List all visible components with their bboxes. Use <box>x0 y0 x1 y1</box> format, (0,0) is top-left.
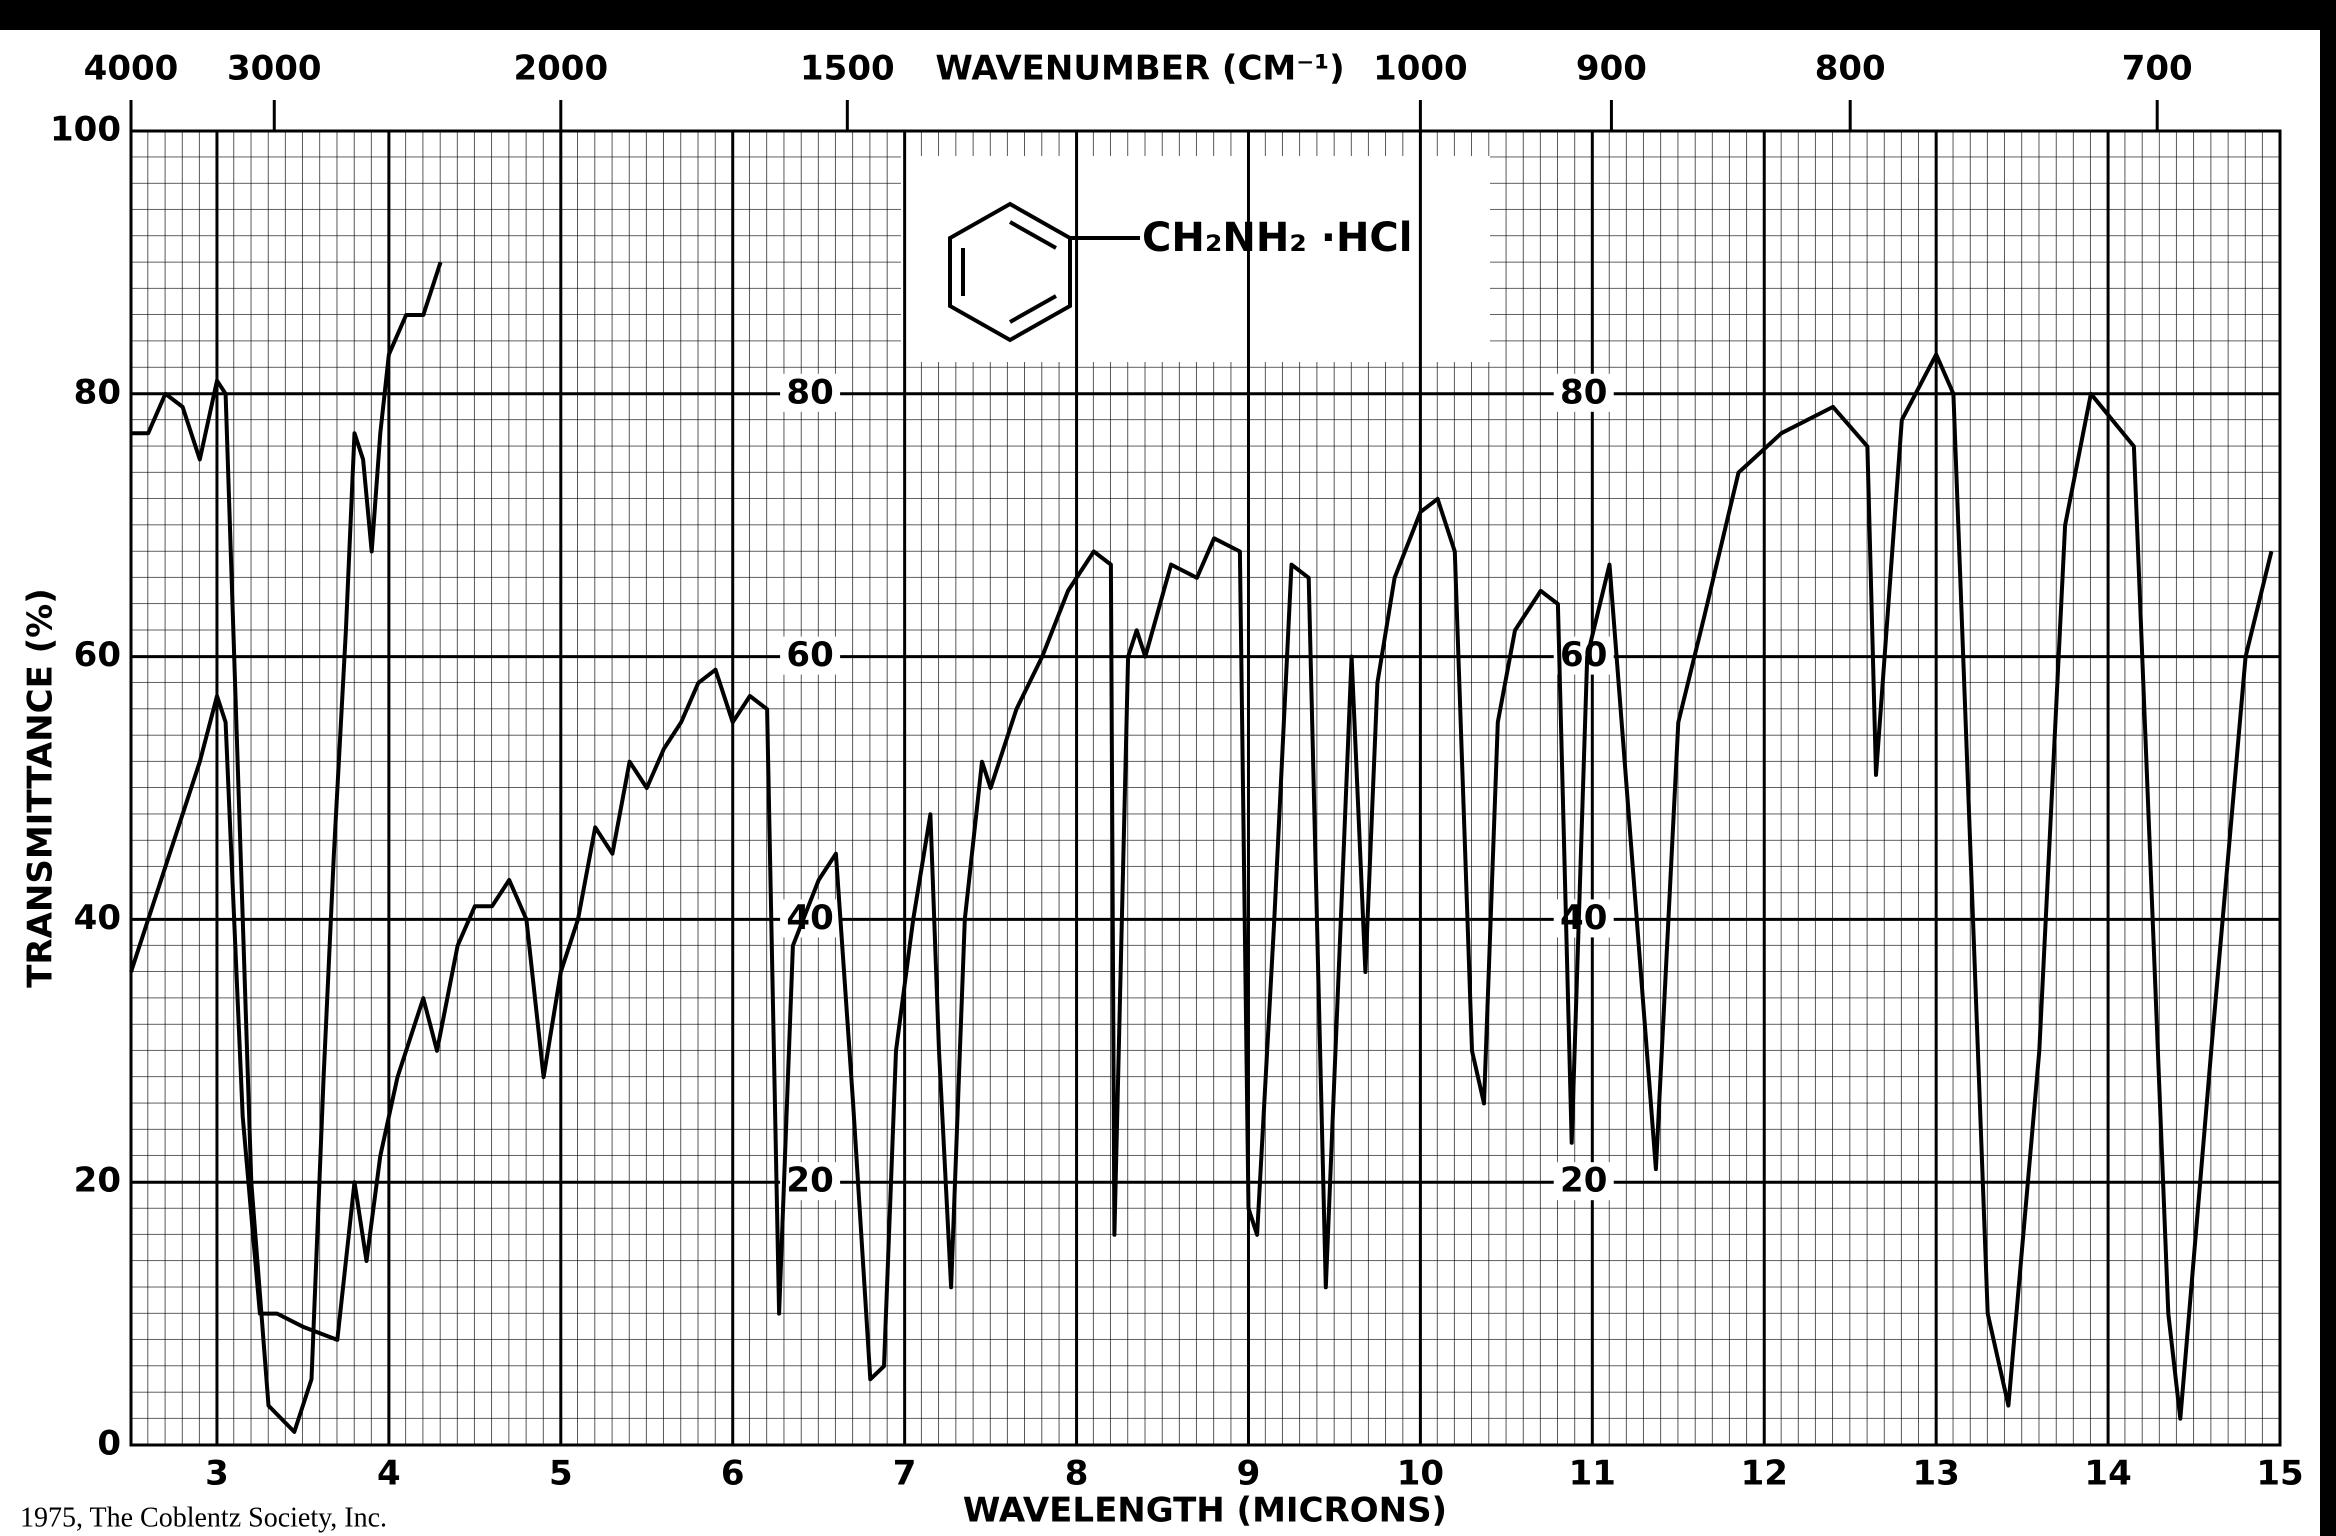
x-tick-label: 5 <box>549 1454 573 1494</box>
x-tick-label: 11 <box>1569 1454 1616 1494</box>
x2-tick-label: 4000 <box>84 49 179 89</box>
x2-tick-label: 700 <box>2122 49 2193 89</box>
x-tick-label: 13 <box>1912 1454 1959 1494</box>
x-tick-label: 12 <box>1741 1454 1788 1494</box>
x-tick-label: 15 <box>2256 1454 2303 1494</box>
x-tick-label: 10 <box>1397 1454 1444 1494</box>
inner-label-bg <box>780 636 841 675</box>
inner-label-bg <box>1553 636 1614 675</box>
y-tick-label: 0 <box>97 1424 121 1464</box>
x2-tick-label: 800 <box>1815 49 1886 89</box>
x-tick-label: 14 <box>2084 1454 2131 1494</box>
inner-tick-label: 80 <box>786 372 833 412</box>
structure-background <box>901 156 1490 362</box>
inner-tick-label: 20 <box>786 1161 833 1201</box>
x-tick-label: 8 <box>1065 1454 1089 1494</box>
inner-tick-label: 20 <box>1560 1161 1607 1201</box>
y-tick-label: 40 <box>74 898 121 938</box>
formula: CH₂NH₂ ·HCl <box>1142 215 1413 261</box>
x-tick-label: 7 <box>893 1454 917 1494</box>
x2-tick-label: 1000 <box>1373 49 1468 89</box>
x-tick-label: 3 <box>205 1454 229 1494</box>
x2-tick-label: 900 <box>1576 49 1647 89</box>
top-border <box>0 0 2336 30</box>
spectrum-line <box>131 261 443 1434</box>
inner-tick-label: 60 <box>1560 635 1607 675</box>
x2-tick-label: 3000 <box>227 49 322 89</box>
y-tick-label: 20 <box>74 1161 121 1201</box>
y-tick-label: 100 <box>50 110 121 150</box>
structure-box: CH₂NH₂ ·HCl <box>901 156 1490 362</box>
inner-tick-label: 80 <box>1560 372 1607 412</box>
x-tick-label: 6 <box>721 1454 745 1494</box>
inner-label-bg <box>1553 373 1614 412</box>
right-border <box>2320 0 2336 1536</box>
spectrum-line <box>129 352 2274 1421</box>
x-axis-title: WAVELENGTH (MICRONS) <box>963 1491 1447 1531</box>
inner-label-bg <box>780 1162 841 1201</box>
inner-tick-label: 60 <box>786 635 833 675</box>
x2-tick-label: 2000 <box>513 49 608 89</box>
inner-label-bg <box>780 373 841 412</box>
y-tick-label: 60 <box>74 635 121 675</box>
benzene-bonds <box>961 220 1057 324</box>
y-tick-label: 80 <box>74 372 121 412</box>
x-tick-label: 9 <box>1237 1454 1261 1494</box>
credit: 1975, The Coblentz Society, Inc. <box>20 1502 387 1533</box>
x2-tick-label: 1500 <box>800 49 895 89</box>
x2-axis-title: WAVENUMBER (CM⁻¹) <box>935 49 1344 89</box>
x-tick-label: 4 <box>377 1454 401 1494</box>
inner-label-bg <box>1553 1162 1614 1201</box>
y-axis-title: TRANSMITTANCE (%) <box>21 588 61 988</box>
